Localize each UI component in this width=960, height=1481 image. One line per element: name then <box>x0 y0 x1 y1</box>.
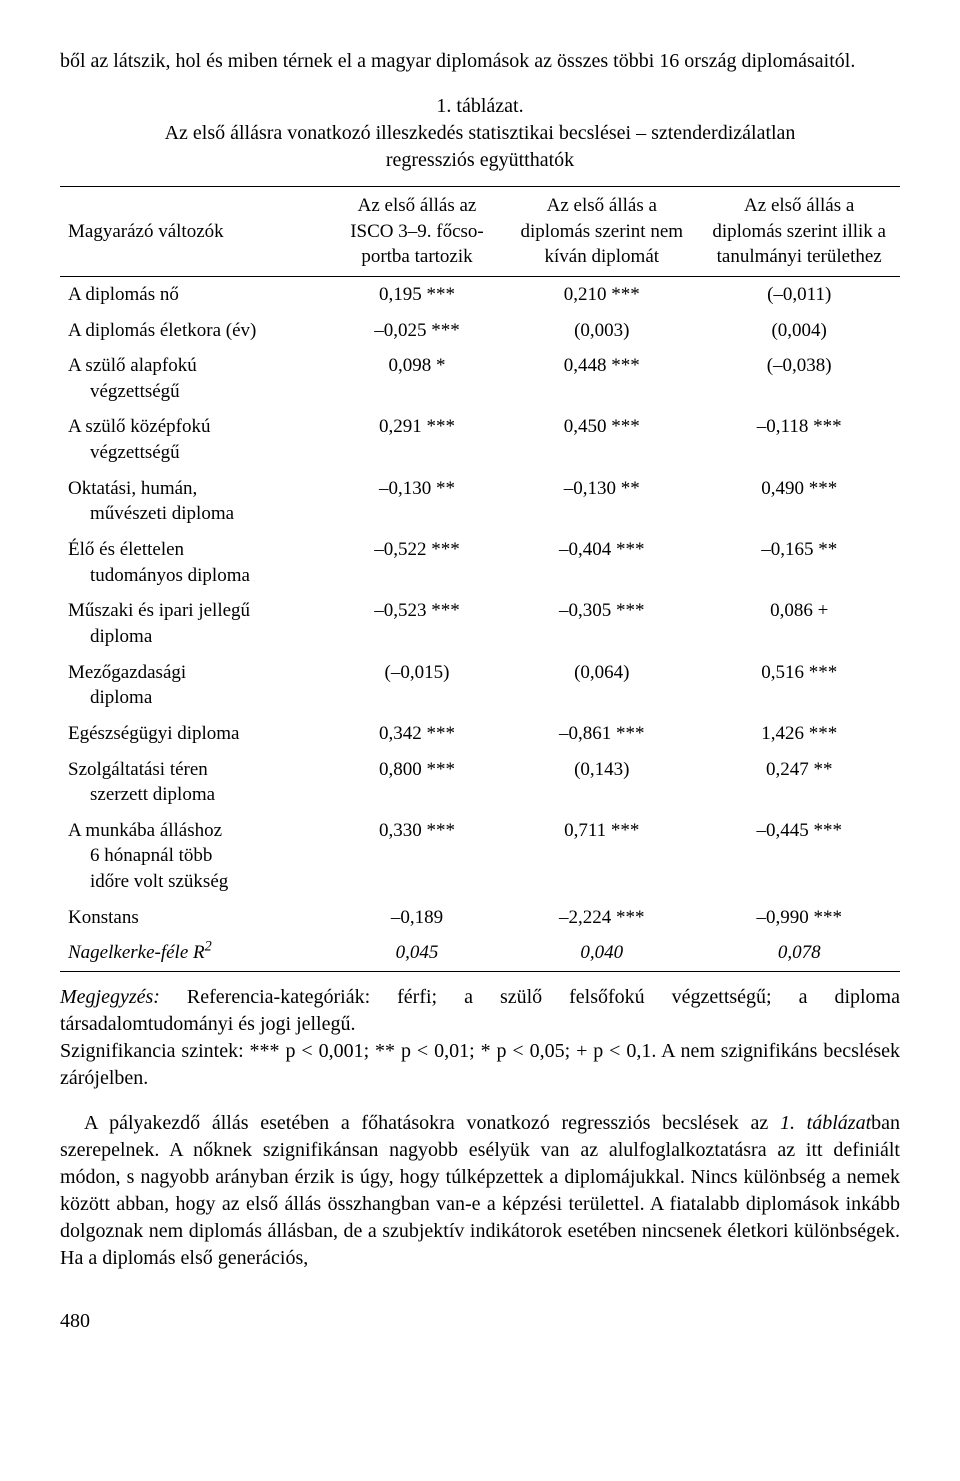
row-value: –0,025 *** <box>329 313 505 349</box>
table-row: Műszaki és ipari jellegűdiploma–0,523 **… <box>60 593 900 654</box>
row-value: –2,224 *** <box>505 900 698 936</box>
row-value: 0,247 ** <box>698 752 900 813</box>
table-row: Konstans–0,189–2,224 ***–0,990 *** <box>60 900 900 936</box>
table-row: A munkába álláshoz6 hónapnál többidőre v… <box>60 813 900 900</box>
row-value: –0,861 *** <box>505 716 698 752</box>
col-header-isco: Az első állás az ISCO 3–9. főcso- portba… <box>329 187 505 277</box>
col-header-fit: Az első állás a diplomás szerint illik a… <box>698 187 900 277</box>
row-value: 0,086 + <box>698 593 900 654</box>
row-value: (–0,015) <box>329 655 505 716</box>
row-value: –0,130 ** <box>505 471 698 532</box>
row-value: 0,800 *** <box>329 752 505 813</box>
row-label: Műszaki és ipari jellegűdiploma <box>60 593 329 654</box>
row-value: 0,195 *** <box>329 276 505 312</box>
row-value: 0,450 *** <box>505 409 698 470</box>
row-label: Élő és élettelentudományos diploma <box>60 532 329 593</box>
table-row: Oktatási, humán,művészeti diploma–0,130 … <box>60 471 900 532</box>
row-label: Nagelkerke-féle R2 <box>60 935 329 971</box>
page-number: 480 <box>60 1308 900 1335</box>
row-label: A diplomás nő <box>60 276 329 312</box>
table-row: Egészségügyi diploma0,342 ***–0,861 ***1… <box>60 716 900 752</box>
row-label: A szülő középfokúvégzettségű <box>60 409 329 470</box>
body-paragraph: A pályakezdő állás esetében a főhatásokr… <box>60 1110 900 1272</box>
row-value: 0,330 *** <box>329 813 505 900</box>
row-value: –0,445 *** <box>698 813 900 900</box>
table-row: Mezőgazdaságidiploma(–0,015)(0,064)0,516… <box>60 655 900 716</box>
row-value: 0,040 <box>505 935 698 971</box>
row-value: –0,523 *** <box>329 593 505 654</box>
table-note: Megjegyzés: Referencia-kategóriák: férfi… <box>60 984 900 1092</box>
table-row: A diplomás életkora (év)–0,025 ***(0,003… <box>60 313 900 349</box>
row-label: Mezőgazdaságidiploma <box>60 655 329 716</box>
col-header-vars: Magyarázó változók <box>60 187 329 277</box>
row-label: Szolgáltatási térenszerzett diploma <box>60 752 329 813</box>
row-value: (0,064) <box>505 655 698 716</box>
row-value: –0,990 *** <box>698 900 900 936</box>
table-body: A diplomás nő0,195 ***0,210 ***(–0,011)A… <box>60 276 900 971</box>
row-label: Oktatási, humán,művészeti diploma <box>60 471 329 532</box>
row-value: (–0,011) <box>698 276 900 312</box>
row-value: 0,490 *** <box>698 471 900 532</box>
table-row: A szülő alapfokúvégzettségű0,098 *0,448 … <box>60 348 900 409</box>
intro-paragraph: ből az látszik, hol és miben térnek el a… <box>60 48 900 75</box>
table-row: Szolgáltatási térenszerzett diploma0,800… <box>60 752 900 813</box>
row-value: –0,118 *** <box>698 409 900 470</box>
col-header-nodiploma: Az első állás a diplomás szerint nem kív… <box>505 187 698 277</box>
table-row: Nagelkerke-féle R20,0450,0400,078 <box>60 935 900 971</box>
row-label: A munkába álláshoz6 hónapnál többidőre v… <box>60 813 329 900</box>
row-value: –0,189 <box>329 900 505 936</box>
row-value: –0,404 *** <box>505 532 698 593</box>
row-label: Konstans <box>60 900 329 936</box>
row-value: (0,003) <box>505 313 698 349</box>
table-row: Élő és élettelentudományos diploma–0,522… <box>60 532 900 593</box>
note-line1: Referencia-kategóriák: férfi; a szülő fe… <box>60 986 900 1035</box>
note-line2: Szignifikancia szintek: *** p < 0,001; *… <box>60 1040 900 1089</box>
note-prefix: Megjegyzés: <box>60 986 160 1008</box>
row-value: (–0,038) <box>698 348 900 409</box>
row-value: 0,078 <box>698 935 900 971</box>
row-value: 0,342 *** <box>329 716 505 752</box>
row-label: Egészségügyi diploma <box>60 716 329 752</box>
caption-number: 1. táblázat. <box>436 95 523 117</box>
table-header-row: Magyarázó változók Az első állás az ISCO… <box>60 187 900 277</box>
row-value: 0,448 *** <box>505 348 698 409</box>
row-label: A diplomás életkora (év) <box>60 313 329 349</box>
row-value: –0,305 *** <box>505 593 698 654</box>
row-label: A szülő alapfokúvégzettségű <box>60 348 329 409</box>
caption-title-line1: Az első állásra vonatkozó illeszkedés st… <box>165 122 796 144</box>
row-value: (0,004) <box>698 313 900 349</box>
caption-title-line2: regressziós együtthatók <box>386 149 574 171</box>
regression-table: Magyarázó változók Az első állás az ISCO… <box>60 186 900 972</box>
table-row: A szülő középfokúvégzettségű0,291 ***0,4… <box>60 409 900 470</box>
row-value: 0,045 <box>329 935 505 971</box>
row-value: 0,516 *** <box>698 655 900 716</box>
row-value: –0,165 ** <box>698 532 900 593</box>
row-value: –0,130 ** <box>329 471 505 532</box>
row-value: 0,098 * <box>329 348 505 409</box>
row-value: 0,291 *** <box>329 409 505 470</box>
table-caption: 1. táblázat. Az első állásra vonatkozó i… <box>60 93 900 174</box>
row-value: 0,711 *** <box>505 813 698 900</box>
row-value: (0,143) <box>505 752 698 813</box>
row-value: 0,210 *** <box>505 276 698 312</box>
row-value: –0,522 *** <box>329 532 505 593</box>
row-value: 1,426 *** <box>698 716 900 752</box>
table-row: A diplomás nő0,195 ***0,210 ***(–0,011) <box>60 276 900 312</box>
